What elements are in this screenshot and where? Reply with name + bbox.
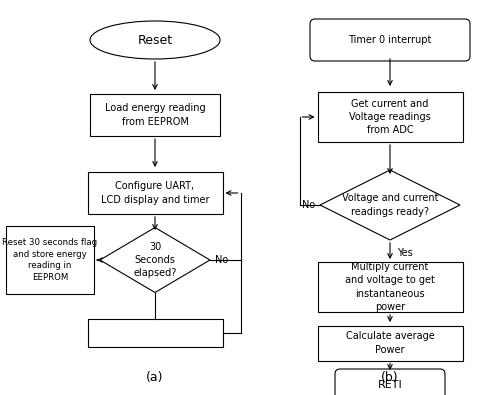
- Bar: [6, 226, 94, 294]
- Text: (a): (a): [146, 371, 164, 384]
- Text: (b): (b): [381, 371, 399, 384]
- Ellipse shape: [90, 21, 220, 59]
- Text: No: No: [215, 255, 228, 265]
- Text: No: No: [302, 200, 315, 210]
- Bar: [318, 262, 462, 312]
- Text: RETI: RETI: [378, 380, 402, 390]
- Text: Load energy reading
from EEPROM: Load energy reading from EEPROM: [104, 103, 206, 127]
- Polygon shape: [100, 228, 210, 293]
- Text: Voltage and current
readings ready?: Voltage and current readings ready?: [342, 194, 438, 216]
- Text: Configure UART,
LCD display and timer: Configure UART, LCD display and timer: [101, 181, 209, 205]
- FancyBboxPatch shape: [310, 19, 470, 61]
- Bar: [318, 325, 462, 361]
- Text: Reset: Reset: [138, 34, 172, 47]
- Text: Timer 0 interrupt: Timer 0 interrupt: [348, 35, 432, 45]
- Bar: [88, 319, 222, 347]
- Text: Reset 30 seconds flag
and store energy
reading in
EEPROM: Reset 30 seconds flag and store energy r…: [2, 238, 98, 282]
- Text: Yes: Yes: [397, 248, 413, 258]
- Text: Get current and
Voltage readings
from ADC: Get current and Voltage readings from AD…: [349, 99, 431, 135]
- Text: 30
Seconds
elapsed?: 30 Seconds elapsed?: [134, 242, 176, 278]
- Text: Multiply current
and voltage to get
instantaneous
power: Multiply current and voltage to get inst…: [345, 262, 435, 312]
- Polygon shape: [320, 170, 460, 240]
- Bar: [90, 94, 220, 136]
- Bar: [318, 92, 462, 142]
- FancyBboxPatch shape: [335, 369, 445, 395]
- Bar: [88, 172, 222, 214]
- Text: Calculate average
Power: Calculate average Power: [346, 331, 434, 355]
